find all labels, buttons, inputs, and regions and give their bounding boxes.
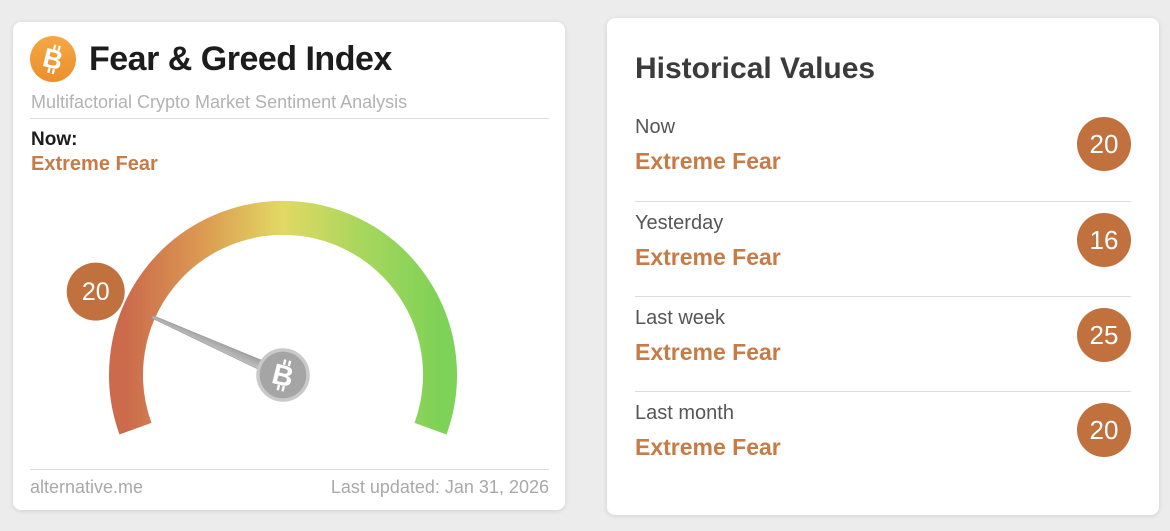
- page-subtitle: Multifactorial Crypto Market Sentiment A…: [31, 92, 408, 112]
- history-row-label: Last week: [635, 307, 726, 329]
- history-row-yesterday: Yesterday Extreme Fear 16: [635, 201, 1131, 296]
- fear-greed-gauge: B 20: [66, 200, 457, 435]
- history-row-sentiment: Extreme Fear: [635, 339, 781, 365]
- history-value-badge: 25: [1077, 308, 1131, 362]
- footer-divider: [30, 469, 549, 470]
- gauge-card-header: B Fear & Greed Index: [30, 36, 392, 82]
- gauge-value-badge: 20: [66, 262, 125, 321]
- history-row-last-week: Last week Extreme Fear 25: [635, 296, 1131, 391]
- historical-values-title: Historical Values: [635, 52, 876, 85]
- history-row-sentiment: Extreme Fear: [635, 148, 781, 174]
- history-row-now: Now Extreme Fear 20: [635, 106, 1131, 201]
- header-divider: [30, 118, 549, 119]
- gauge-arc: [109, 200, 457, 435]
- history-row-label: Now: [635, 116, 676, 138]
- history-value-badge: 20: [1077, 117, 1131, 171]
- last-updated: Last updated: Jan 31, 2026: [330, 477, 549, 497]
- gauge-card-footer: alternative.me Last updated: Jan 31, 202…: [30, 477, 549, 498]
- historical-values-card: Historical Values Now Extreme Fear 20 Ye…: [607, 18, 1159, 515]
- now-sentiment: Extreme Fear: [31, 153, 158, 175]
- gauge-hub: B: [256, 348, 310, 402]
- history-row-sentiment: Extreme Fear: [635, 244, 781, 270]
- history-value-badge: 16: [1077, 213, 1131, 267]
- now-label: Now:: [31, 129, 78, 150]
- history-value-badge: 20: [1077, 403, 1131, 457]
- fear-greed-card: B Fear & Greed Index Multifactorial Cryp…: [13, 22, 565, 510]
- history-row-last-month: Last month Extreme Fear 20: [635, 391, 1131, 486]
- source-link[interactable]: alternative.me: [30, 477, 144, 497]
- history-row-label: Last month: [635, 402, 734, 424]
- history-row-label: Yesterday: [635, 212, 724, 234]
- page-title: Fear & Greed Index: [89, 39, 392, 78]
- gauge-value: 20: [82, 278, 110, 306]
- history-row-sentiment: Extreme Fear: [635, 434, 781, 460]
- bitcoin-icon: B: [30, 36, 76, 82]
